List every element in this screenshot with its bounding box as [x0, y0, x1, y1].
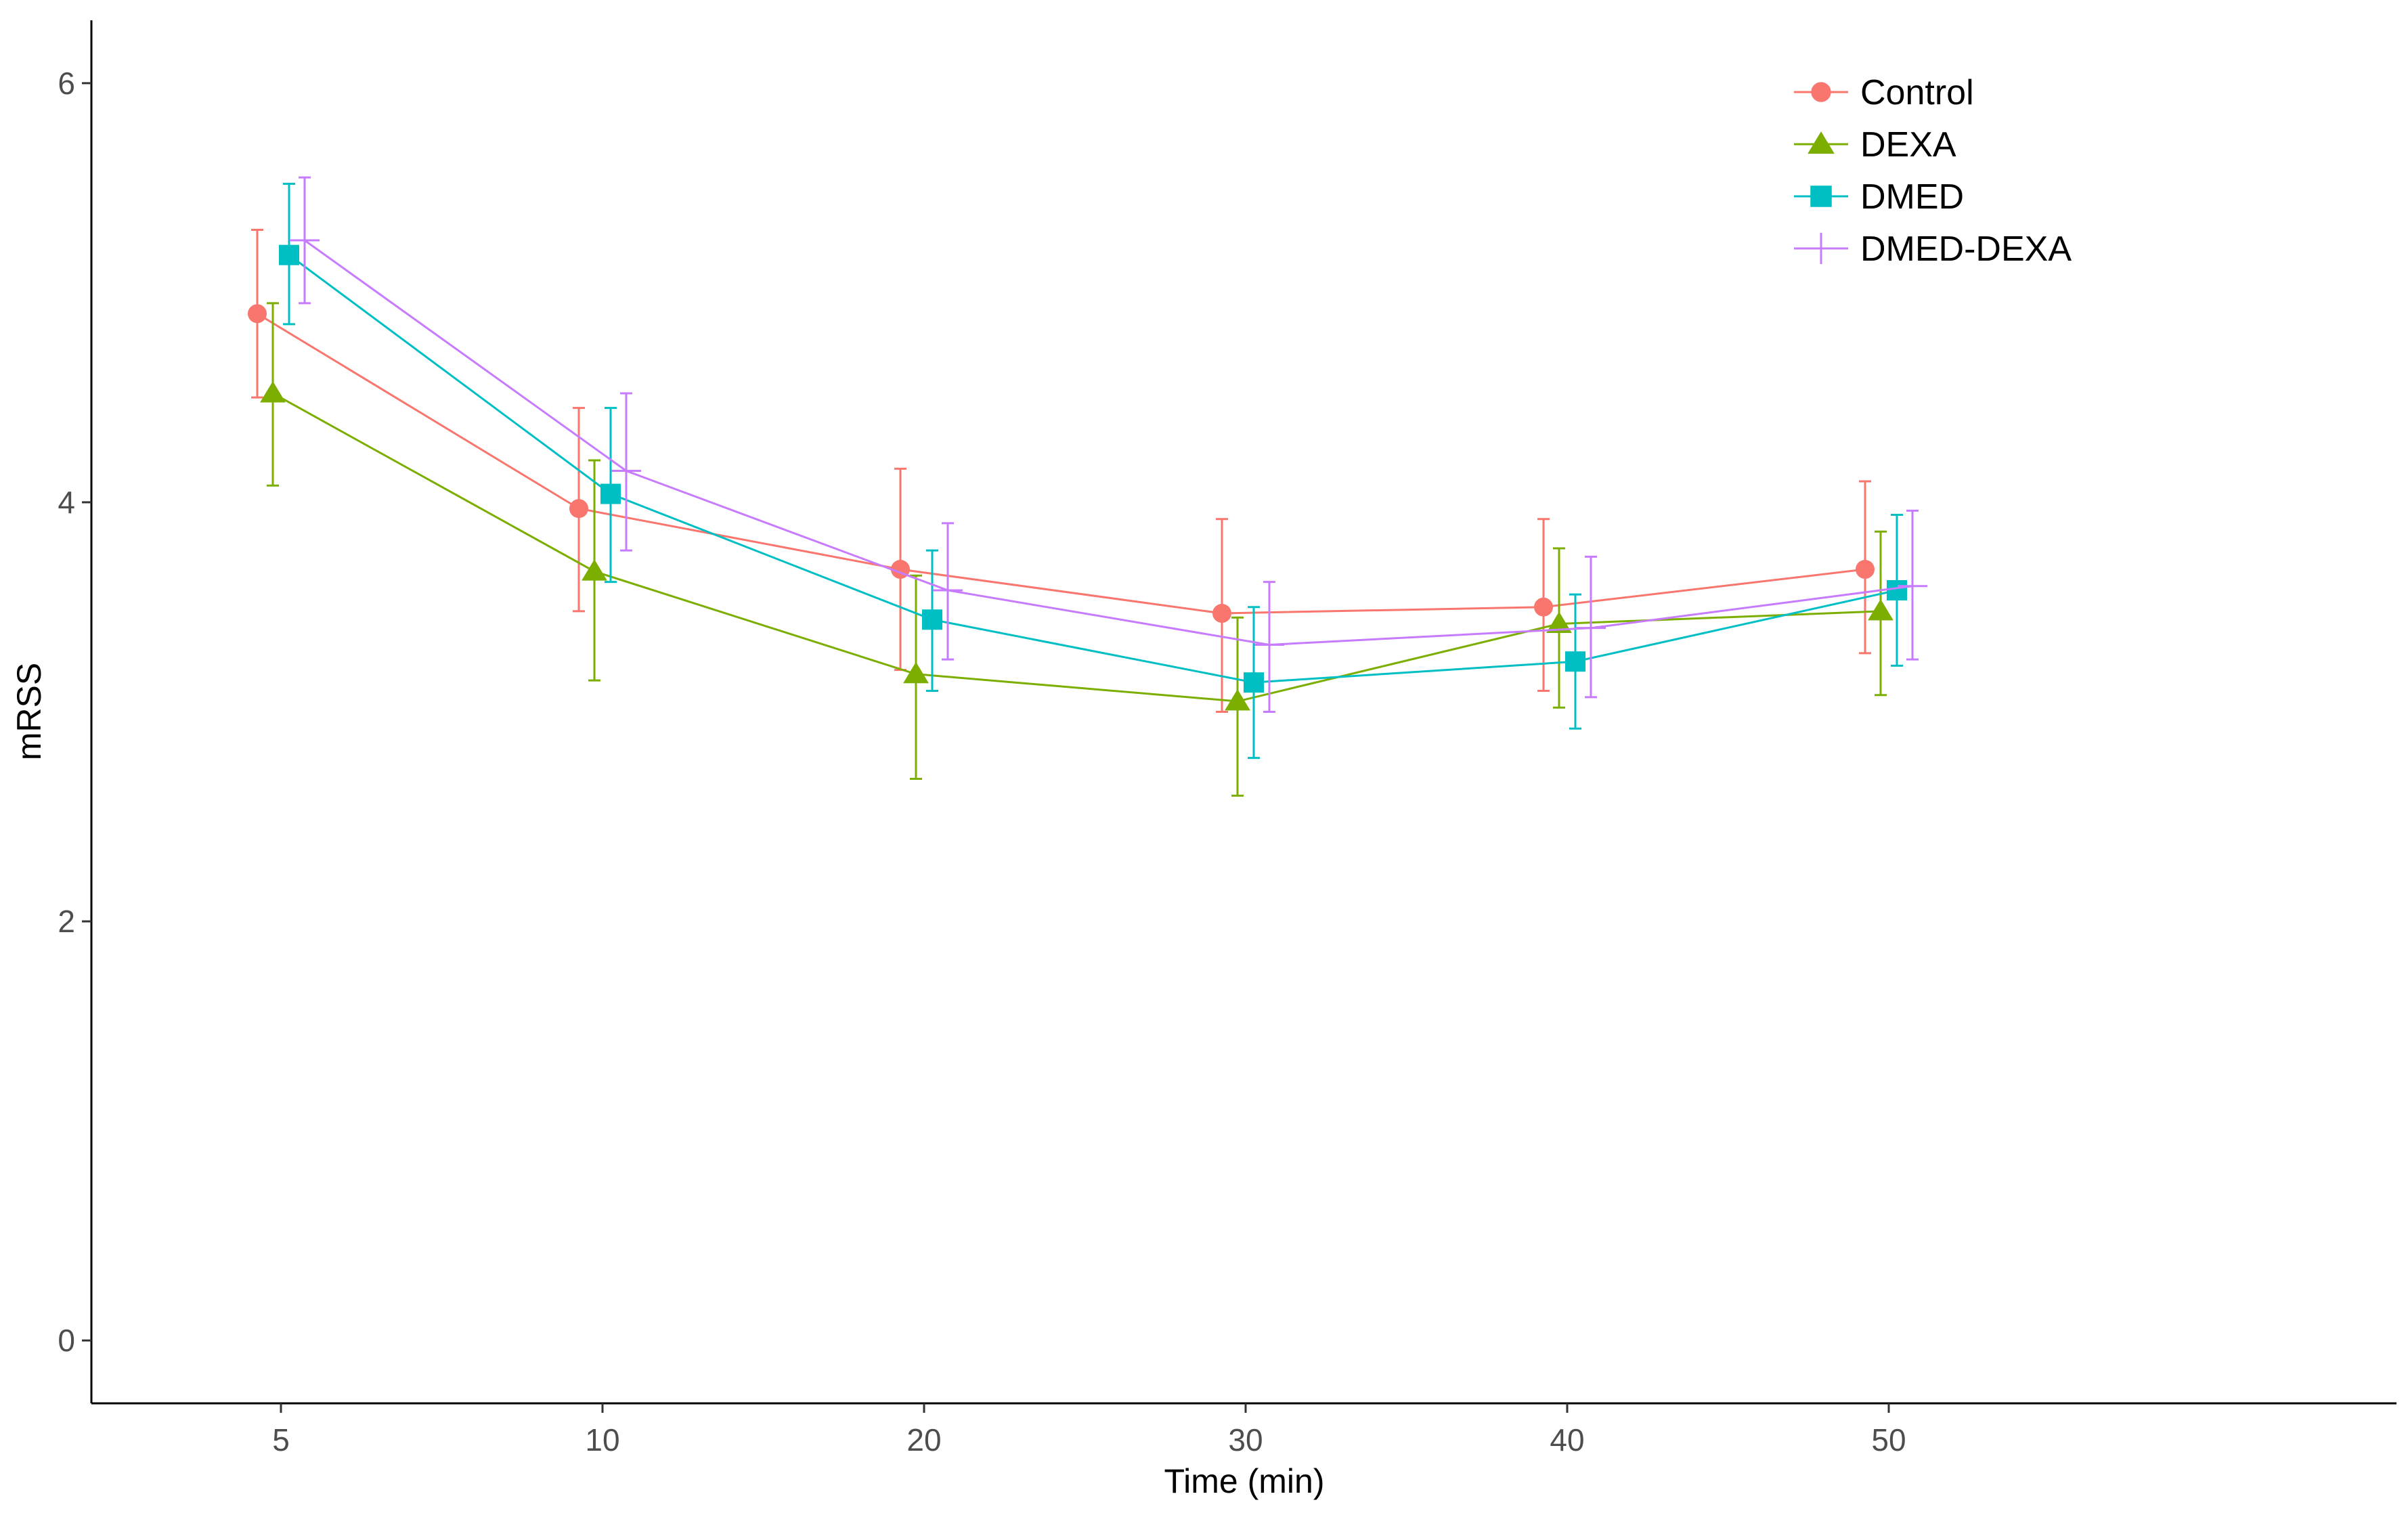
data-point [933, 575, 963, 605]
data-point [248, 304, 267, 324]
data-point [569, 499, 588, 519]
data-point [1565, 651, 1585, 672]
y-tick-label: 0 [58, 1323, 75, 1358]
legend-entry: DEXA [1794, 125, 1956, 165]
legend-entry: DMED [1794, 177, 1964, 217]
x-tick-label: 30 [1228, 1422, 1263, 1457]
legend-entry: DMED-DEXA [1794, 229, 2072, 269]
data-point [1244, 672, 1264, 693]
x-ticks: 5 10 20 30 40 50 [272, 1403, 1906, 1457]
y-tick-label: 2 [58, 904, 75, 939]
data-point [1212, 604, 1231, 623]
data-point [600, 483, 621, 504]
x-tick-label: 10 [585, 1422, 619, 1457]
data-point [1856, 560, 1875, 579]
data-point [922, 609, 942, 630]
data-point [582, 559, 607, 581]
series-layer [248, 176, 1927, 797]
data-point [1887, 579, 1907, 600]
data-point [903, 661, 929, 684]
data-point [1254, 630, 1284, 660]
data-point [1546, 611, 1572, 633]
y-ticks: 0 2 4 6 [58, 66, 91, 1358]
legend-marker [1810, 185, 1832, 207]
legend-entry: Control [1794, 73, 1974, 112]
data-point [1534, 597, 1553, 617]
series-dmed [279, 182, 1907, 760]
x-tick-label: 40 [1550, 1422, 1584, 1457]
series-dexa [260, 302, 1893, 797]
series-line [272, 392, 1881, 703]
series-line [288, 254, 1898, 684]
data-point [611, 456, 641, 486]
legend-label: DMED [1860, 177, 1964, 217]
data-point [290, 225, 320, 256]
legend-label: DMED-DEXA [1860, 229, 2072, 269]
x-tick-label: 50 [1871, 1422, 1906, 1457]
x-tick-label: 5 [272, 1422, 290, 1457]
data-point [1868, 598, 1893, 621]
legend-label: Control [1860, 73, 1974, 112]
y-axis-title: mRSS [10, 663, 48, 760]
legend-label: DEXA [1860, 125, 1956, 165]
series-dmed-dexa [290, 176, 1927, 713]
series-control [248, 229, 1875, 713]
legend-marker [1811, 82, 1831, 102]
y-tick-label: 4 [58, 485, 75, 520]
legend-marker [1805, 232, 1837, 265]
series-line [257, 313, 1866, 615]
data-point [260, 380, 286, 403]
legend: Control DEXA DMED DMED-DEXA [1794, 73, 2072, 269]
x-tick-label: 20 [906, 1422, 941, 1457]
x-axis-title: Time (min) [1164, 1462, 1324, 1500]
axes [90, 20, 2396, 1405]
y-tick-label: 6 [58, 66, 75, 101]
data-point [1225, 689, 1250, 711]
data-point [1898, 571, 1927, 601]
data-point [279, 244, 299, 265]
series-line [304, 239, 1913, 646]
legend-marker [1808, 131, 1835, 154]
data-point [1576, 613, 1606, 643]
